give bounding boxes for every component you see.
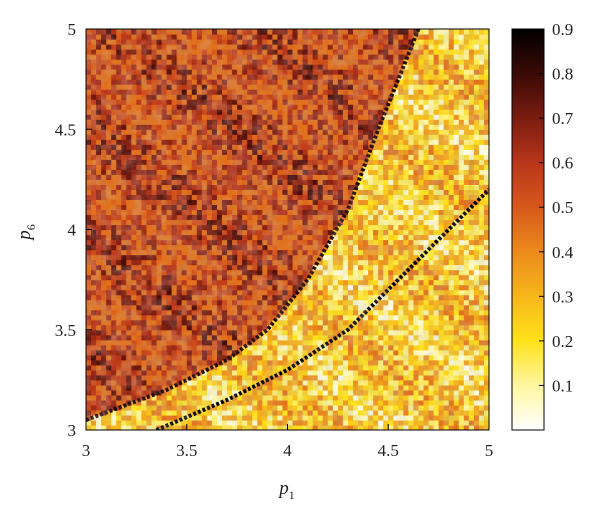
plot-area [85,28,490,431]
